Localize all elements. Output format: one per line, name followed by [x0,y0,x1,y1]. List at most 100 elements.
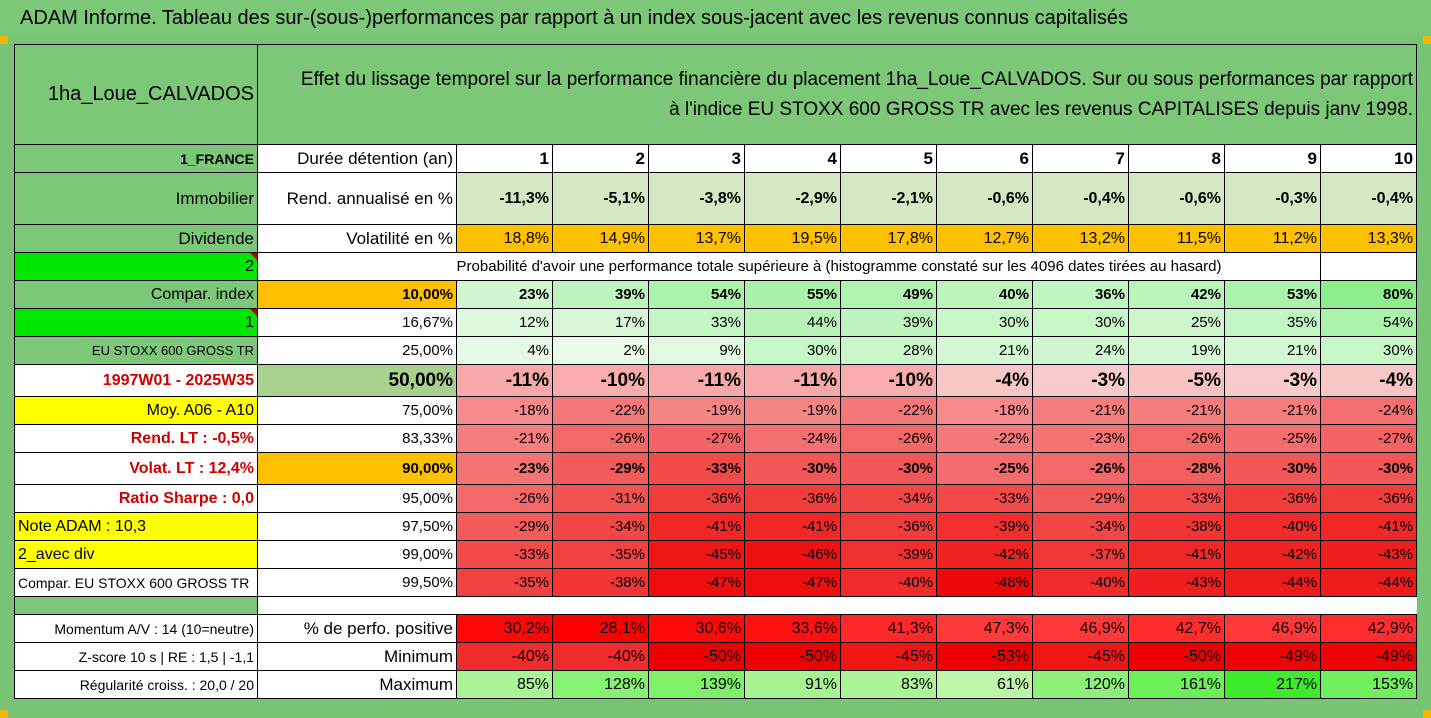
probability-cell: 28% [840,336,937,365]
probability-cell: -21% [456,424,553,453]
spacer-cell [840,596,937,615]
return-row: Immobilier Rend. annualisé en % -11,3% -5,1… [14,172,1418,225]
spacer-cell [1320,596,1417,615]
volatility-cell: 11,2% [1224,224,1321,253]
spacer-cell [257,596,457,615]
probability-cell: -42% [1224,540,1321,569]
probability-cell: -37% [1032,540,1129,569]
minimum-cell: -49% [1224,642,1321,671]
corner-marker [0,710,8,718]
probability-cell: -11% [456,364,553,397]
probability-cell: -3% [1032,364,1129,397]
positive-perf-cell: 46,9% [1224,614,1321,643]
maximum-cell: 128% [552,670,649,699]
selector-one[interactable]: 1 [14,308,258,337]
year-header: 3 [648,144,745,173]
probability-cell: -25% [1224,424,1321,453]
report-title: ADAM Informe. Tableau des sur-(sous-)per… [0,0,1431,36]
probability-cell: -26% [456,484,553,513]
index-name-label[interactable]: EU STOXX 600 GROSS TR [14,336,258,365]
return-cell: -0,6% [936,172,1033,225]
compar-eu-label[interactable]: Compar. EU STOXX 600 GROSS TR [14,568,258,597]
probability-cell: 54% [1319,308,1418,337]
threshold-cell: 95,00% [257,484,457,513]
probability-cell: -47% [744,568,841,597]
dividend-label[interactable]: Dividende [14,224,258,253]
maximum-label: Maximum [257,670,457,699]
probability-cell: -36% [648,484,745,513]
compar-index-label[interactable]: Compar. index [14,280,258,309]
probability-row: Note ADAM : 10,3 97,50% -29% -34% -41% -41% -3… [14,512,1418,541]
corner-marker [1423,710,1431,718]
probability-cell: -3% [1224,364,1321,397]
probability-cell: -38% [1128,512,1225,541]
minimum-side-label: Z-score 10 s | RE : 1,5 | -1,1 [14,642,258,671]
spacer-cell [936,596,1033,615]
asset-name[interactable]: 1ha_Loue_CALVADOS [14,44,258,145]
volatility-row: Dividende Volatilité en % 18,8% 14,9% 13,7% 1… [14,224,1418,253]
with-dividend-label[interactable]: 2_avec div [14,540,258,569]
category-label[interactable]: Immobilier [14,172,258,225]
period-label[interactable]: 1997W01 - 2025W35 [14,364,258,397]
positive-perf-cell: 46,9% [1032,614,1129,643]
probability-cell: -26% [840,424,937,453]
positive-perf-cell: 47,3% [936,614,1033,643]
positive-perf-row: Momentum A/V : 14 (10=neutre)% de perfo.… [14,614,1418,643]
year-header: 2 [552,144,649,173]
probability-cell: 9% [648,336,745,365]
probability-cell: -44% [1319,568,1418,597]
probability-cell: 44% [744,308,841,337]
note-label[interactable]: Note ADAM : 10,3 [14,512,258,541]
probability-cell: -44% [1224,568,1321,597]
probability-cell: -34% [1032,512,1129,541]
probability-row: 2_avec div 99,00% -33% -35% -45% -46% -39% -42%… [14,540,1418,569]
probability-cell: -45% [648,540,745,569]
probability-cell: -41% [1128,540,1225,569]
probability-cell: -26% [1128,424,1225,453]
return-cell: -0,4% [1032,172,1129,225]
probability-cell: -11% [744,364,841,397]
probability-cell: -29% [456,512,553,541]
probability-cell: -19% [648,396,745,425]
volatility-cell: 13,2% [1032,224,1129,253]
minimum-cell: -50% [648,642,745,671]
return-cell: -3,8% [648,172,745,225]
probability-cell: -26% [1032,452,1129,485]
volat-lt-label[interactable]: Volat. LT : 12,4% [14,452,258,485]
volatility-cell: 13,7% [648,224,745,253]
probability-cell: -23% [456,452,553,485]
probability-cell: 21% [936,336,1033,365]
probability-cell: -33% [1128,484,1225,513]
sharpe-label[interactable]: Ratio Sharpe : 0,0 [14,484,258,513]
minimum-cell: -45% [840,642,937,671]
positive-perf-cell: 42,7% [1128,614,1225,643]
probability-cell: -39% [840,540,937,569]
maximum-cell: 61% [936,670,1033,699]
probability-cell: -46% [744,540,841,569]
maximum-cell: 85% [456,670,553,699]
threshold-cell: 50,00% [257,364,457,397]
return-cell: -0,4% [1319,172,1418,225]
probability-cell: -43% [1128,568,1225,597]
selector-two[interactable]: 2 [14,252,258,281]
probability-row: Moy. A06 - A10 75,00% -18% -22% -19% -19% -22%… [14,396,1418,425]
probability-cell: 25% [1128,308,1225,337]
rend-lt-label[interactable]: Rend. LT : -0,5% [14,424,258,453]
country-label[interactable]: 1_FRANCE [14,144,258,173]
maximum-cell: 91% [744,670,841,699]
average-label[interactable]: Moy. A06 - A10 [14,396,258,425]
spacer-cell [552,596,649,615]
probability-cell: 30% [936,308,1033,337]
probability-cell: -28% [1128,452,1225,485]
probability-cell: -33% [936,484,1033,513]
probability-row: 1 16,67% 12% 17% 33% 44% 39% 30% 30% 25% 35% 54% [14,308,1418,337]
return-cell: -11,3% [456,172,553,225]
year-header: 8 [1128,144,1225,173]
positive-perf-cell: 42,9% [1319,614,1418,643]
probability-cell: -48% [936,568,1033,597]
probability-cell: 30% [1032,308,1129,337]
probability-cell: 35% [1224,308,1321,337]
probability-cell: -22% [840,396,937,425]
description-line2: à l'indice EU STOXX 600 GROSS TR avec le… [669,98,1414,120]
probability-cell: -10% [840,364,937,397]
